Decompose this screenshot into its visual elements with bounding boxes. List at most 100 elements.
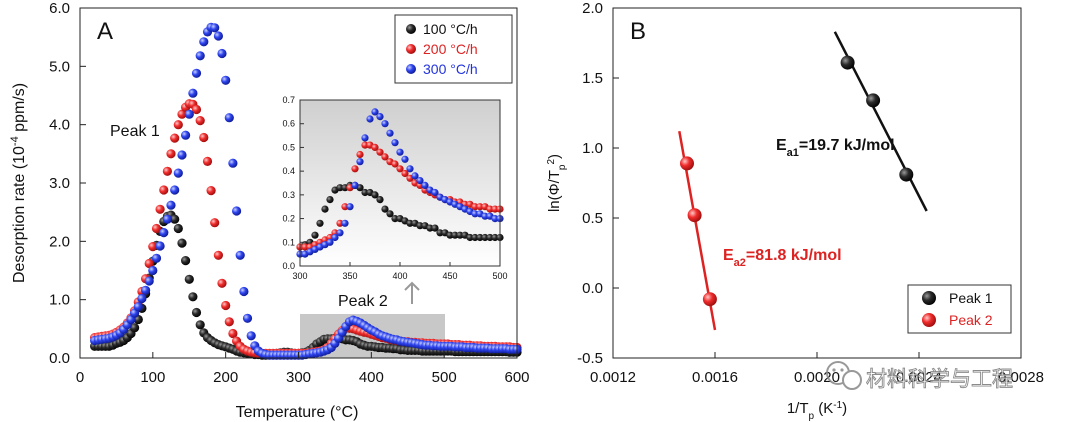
inset-point-1	[376, 196, 384, 204]
panel-b: 0.0012 0.0016 0.0020 0.0024 0.0028 -0.5 0.0 0.5…	[546, 0, 1044, 422]
a-point-2	[224, 317, 234, 327]
inset-point-3	[431, 188, 439, 197]
a-ytick-label: 5.0	[49, 58, 70, 75]
ea1-annotation: Ea1=19.7 kJ/mol	[776, 137, 895, 159]
panel-b-ylabel: ln(Φ/Tp2)	[546, 154, 568, 212]
inset-point-1	[321, 205, 329, 213]
a-point-1	[130, 323, 140, 333]
panel-a-points	[90, 22, 522, 360]
inset-xtick-label: 300	[292, 271, 307, 281]
a-point-2	[155, 204, 165, 214]
inset-axes: 300 350 400 450 500 0.0 0.1 0.2 0.3 0.4 0.5 0.6 0.7	[282, 95, 507, 281]
a-ytick-label: 0.0	[49, 350, 70, 367]
a-point-2	[202, 156, 213, 166]
inset-point-1	[311, 231, 319, 239]
inset-point-1	[471, 233, 479, 242]
inset-point-1	[456, 231, 464, 239]
a-point-3	[199, 37, 209, 47]
a-point-2	[162, 166, 172, 176]
a-point-3	[224, 113, 234, 123]
inset-point-3	[396, 148, 404, 156]
legend-marker-peak1	[922, 291, 936, 305]
peak2-arrow-icon	[404, 281, 420, 304]
a-point-2	[173, 120, 183, 130]
inset-point-2	[356, 150, 364, 159]
b-xtick-label: 0.0024	[896, 369, 942, 386]
inset-point-3	[346, 203, 354, 211]
inset-point-1	[451, 231, 459, 239]
a-point-3	[235, 250, 245, 260]
b-point-2	[702, 292, 717, 307]
a-point-2	[228, 328, 238, 339]
inset-point-3	[406, 165, 414, 173]
a-point-3	[166, 200, 176, 210]
b-point-2	[680, 156, 694, 171]
legend-label-peak2: Peak 2	[949, 312, 993, 328]
inset-point-3	[391, 139, 399, 147]
inset-point-2	[381, 153, 389, 161]
a-point-3	[191, 68, 202, 78]
inset-ytick-label: 0.7	[282, 95, 295, 105]
a-point-3	[177, 150, 187, 160]
inset-point-1	[436, 229, 444, 237]
panel-b-xlabel: 1/Tp (K-1)	[787, 400, 847, 422]
inset-point-1	[391, 215, 399, 223]
inset-point-2	[476, 203, 484, 211]
inset-ytick-label: 0.2	[282, 214, 295, 224]
a-point-3	[232, 206, 242, 216]
wechat-icon	[826, 361, 862, 390]
inset-point-3	[371, 108, 379, 116]
inset-point-1	[381, 205, 389, 213]
b-point-1	[866, 93, 881, 108]
a-point-1	[188, 292, 198, 302]
b-ytick-label: -0.5	[577, 350, 603, 367]
b-xtick-label: 0.0016	[692, 369, 738, 386]
a-point-1	[177, 238, 187, 248]
inset-point-3	[361, 134, 369, 142]
a-point-3	[210, 23, 220, 33]
inset-point-1	[406, 219, 414, 227]
b-xtick-label: 0.0020	[794, 369, 840, 386]
a-point-3	[195, 51, 205, 61]
a-point-3	[217, 48, 227, 59]
legend-label-300: 300 °C/h	[423, 61, 478, 77]
a-point-1	[181, 256, 191, 266]
a-point-3	[246, 331, 256, 341]
a-point-3	[239, 286, 249, 297]
legend-label-200: 200 °C/h	[423, 41, 478, 57]
panel-a-legend: 100 °C/h 200 °C/h 300 °C/h	[394, 14, 513, 84]
inset-point-3	[471, 210, 479, 218]
b-ytick-label: 1.5	[582, 70, 603, 87]
a-point-2	[217, 278, 227, 288]
inset-point-2	[401, 169, 409, 178]
a-point-3	[181, 130, 191, 140]
a-point-2	[151, 223, 162, 234]
a-point-2	[177, 109, 187, 119]
a-xtick-label: 300	[286, 369, 311, 386]
a-point-2	[221, 300, 231, 311]
a-ytick-label: 2.0	[49, 233, 70, 250]
inset-point-3	[356, 158, 364, 166]
inset-point-3	[386, 129, 394, 137]
inset-xtick-label: 400	[392, 271, 407, 281]
a-point-2	[210, 218, 220, 228]
a-point-3	[133, 302, 143, 312]
legend-label-100: 100 °C/h	[423, 21, 478, 37]
legend-label-peak1: Peak 1	[949, 290, 993, 306]
inset-point-2	[471, 203, 479, 211]
inset-ytick-label: 0.1	[282, 237, 295, 247]
b-xtick-label: 0.0028	[998, 369, 1044, 386]
b-ytick-label: 2.0	[582, 0, 603, 17]
legend-marker-300	[406, 64, 416, 74]
b-point-1	[899, 167, 914, 182]
b-ytick-label: 0.0	[582, 280, 603, 297]
a-point-3	[137, 293, 147, 304]
inset-point-3	[331, 233, 339, 242]
inset-point-1	[466, 233, 474, 242]
a-point-1	[170, 214, 180, 224]
legend-marker-200	[406, 44, 416, 54]
inset-point-3	[376, 113, 384, 121]
inset-point-2	[486, 205, 494, 213]
a-point-3	[159, 228, 169, 238]
inset-point-3	[411, 172, 419, 180]
